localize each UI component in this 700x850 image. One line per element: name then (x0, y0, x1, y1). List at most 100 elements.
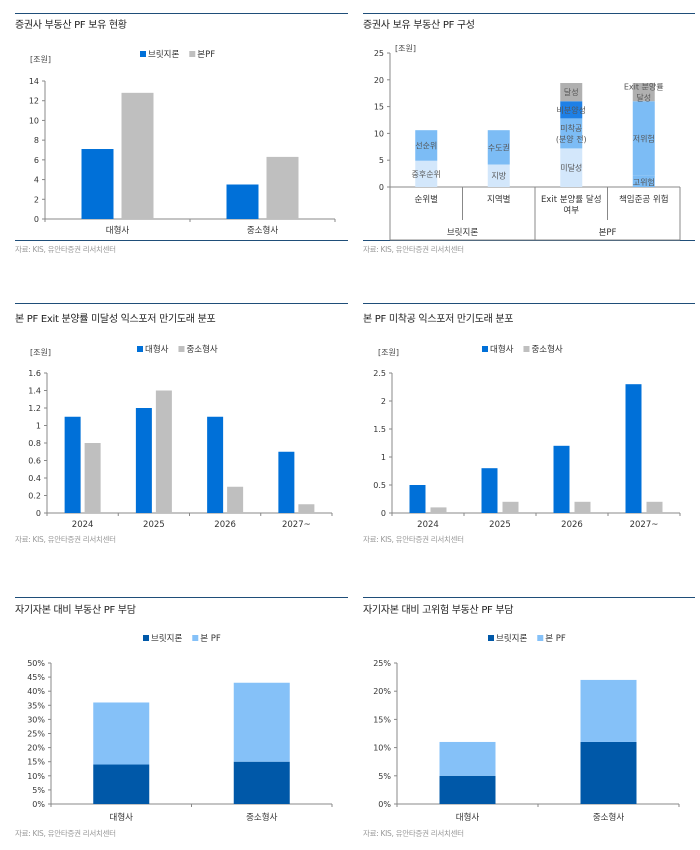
bar (84, 443, 101, 513)
bar-segment (560, 148, 583, 187)
y-tick-label: 1.2 (28, 404, 41, 413)
source-note: 자료: KIS, 유안타증권 리서치센터 (363, 829, 464, 838)
bar (580, 741, 637, 804)
bar-segment (560, 101, 583, 119)
y-tick-label: 35% (27, 701, 45, 710)
bar (278, 451, 295, 513)
bar (502, 501, 519, 513)
unit-label: [조원] (395, 44, 416, 53)
segment-label: 달성 (636, 94, 651, 103)
y-tick-label: 2 (34, 195, 39, 204)
category-label: 2027~ (282, 520, 311, 530)
bar (227, 486, 244, 513)
chart-title: 증권사 부동산 PF 보유 현황 (15, 20, 127, 31)
category-label: 2025 (489, 520, 511, 530)
y-tick-label: 1.4 (28, 387, 41, 396)
y-tick-label: 25% (27, 730, 45, 739)
y-tick-label: 45% (27, 673, 45, 682)
bar (233, 761, 290, 804)
y-tick-label: 6 (34, 156, 39, 165)
bar-segment (415, 130, 438, 161)
legend-label: 브릿지론 (151, 633, 182, 644)
bar (580, 679, 637, 742)
bar-segment (560, 83, 583, 102)
legend-swatch (140, 51, 146, 57)
category-label: 책임준공 위험 (619, 194, 669, 205)
panel-rule (15, 13, 348, 14)
bar (298, 504, 315, 513)
y-tick-label: 10% (373, 744, 391, 753)
legend-swatch (488, 635, 494, 641)
panel-rule (363, 13, 695, 14)
y-tick-label: 14 (29, 77, 39, 86)
y-tick-label: 1.6 (28, 369, 41, 378)
bar-segment (632, 101, 655, 176)
segment-label: 미착공 (560, 124, 582, 133)
panel-rule (15, 597, 348, 598)
bar (155, 390, 172, 513)
bar (430, 507, 447, 513)
bar (64, 416, 81, 513)
bar (481, 468, 498, 513)
legend-swatch (523, 346, 530, 352)
bar-segment (415, 160, 438, 187)
bar (409, 485, 426, 513)
y-tick-label: 10 (29, 116, 39, 125)
unit-label: [조원] (378, 348, 399, 357)
category-label: 2024 (72, 520, 94, 530)
legend-swatch (482, 346, 488, 352)
legend-swatch (143, 635, 149, 641)
category-label: 대형사 (110, 813, 134, 823)
segment-label: 중후순위 (412, 170, 441, 179)
segment-label: 수도권 (488, 142, 510, 152)
y-tick-label: 0% (32, 800, 45, 809)
y-tick-label: 0 (379, 183, 384, 192)
bar (553, 445, 570, 513)
y-tick-label: 0 (36, 509, 41, 518)
y-tick-label: 25 (374, 49, 384, 58)
legend-swatch (192, 635, 199, 641)
category-label: 2024 (417, 520, 439, 530)
y-tick-label: 0.5 (373, 481, 386, 490)
category-label: 중소형사 (246, 813, 277, 823)
y-tick-label: 4 (34, 176, 39, 185)
legend-swatch (189, 51, 196, 57)
chart-title: 자기자본 대비 부동산 PF 부담 (15, 605, 136, 616)
category-label: 여부 (563, 205, 579, 216)
legend-label: 대형사 (145, 345, 169, 355)
source-note: 자료: KIS, 유안타증권 리서치센터 (15, 245, 116, 254)
y-tick-label: 5% (32, 786, 45, 795)
bar (226, 184, 259, 219)
bar (439, 741, 496, 776)
chart-title: 본 PF Exit 분양률 미달성 익스포저 만기도래 분포 (15, 314, 216, 325)
bar (646, 501, 663, 513)
segment-label: 저위험 (633, 134, 655, 143)
y-tick-label: 1.5 (373, 425, 386, 434)
category-label: 2026 (561, 520, 583, 530)
panel-rule (15, 303, 348, 304)
bar (266, 156, 299, 219)
segment-label: 달성 (564, 88, 579, 97)
y-tick-label: 30% (27, 715, 45, 724)
category-label: 순위별 (415, 194, 439, 205)
legend-label: 브릿지론 (148, 49, 179, 60)
legend-swatch (137, 346, 143, 352)
legend-label: 대형사 (490, 345, 514, 355)
bar-segment (632, 175, 655, 187)
y-tick-label: 2 (381, 397, 386, 406)
bar (625, 384, 642, 513)
category-label: 중소형사 (247, 226, 278, 236)
legend-label: 본 PF (200, 634, 221, 644)
segment-label: 고위험 (633, 178, 655, 187)
y-tick-label: 5% (378, 772, 391, 781)
bar-segment (487, 164, 510, 187)
bar-segment (632, 83, 655, 102)
bar (439, 775, 496, 804)
segment-label: 지방 (491, 171, 506, 181)
bar (233, 682, 290, 762)
y-tick-label: 0 (381, 509, 386, 518)
